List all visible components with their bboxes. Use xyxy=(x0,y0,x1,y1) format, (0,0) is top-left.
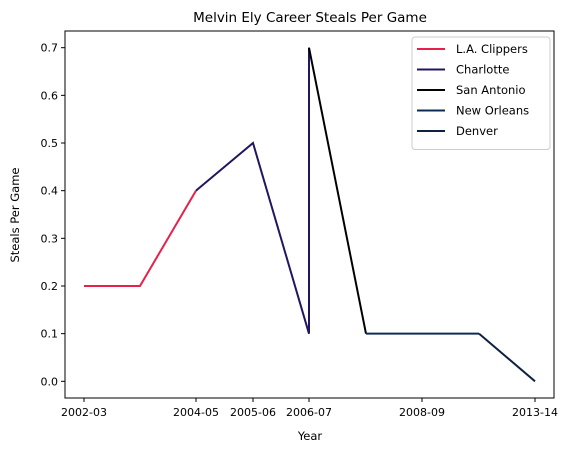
series-line-2 xyxy=(308,47,367,334)
legend-label: Denver xyxy=(456,124,498,138)
legend-label: Charlotte xyxy=(456,63,509,77)
y-tick-label: 0.0 xyxy=(41,375,59,388)
y-axis-title: Steals Per Game xyxy=(8,168,22,263)
legend-label: L.A. Clippers xyxy=(456,42,528,56)
x-tick-label: 2006-07 xyxy=(286,406,332,419)
plot-lines xyxy=(84,47,536,383)
legend-box xyxy=(411,36,551,150)
legend-label: New Orleans xyxy=(456,104,529,118)
series-line-1 xyxy=(195,47,310,334)
legend-label: San Antonio xyxy=(456,83,526,97)
x-axis: 2002-03 2004-05 2005-06 2006-07 2008-09 2013-… xyxy=(61,398,558,419)
x-tick-label: 2002-03 xyxy=(61,406,107,419)
y-tick-label: 0.7 xyxy=(41,42,59,55)
x-tick-label: 2013-14 xyxy=(512,406,558,419)
y-tick-label: 0.5 xyxy=(41,137,59,150)
y-tick-label: 0.3 xyxy=(41,232,59,245)
series-line-0 xyxy=(84,190,197,287)
chart-title: Melvin Ely Career Steals Per Game xyxy=(193,10,427,26)
x-tick-label: 2004-05 xyxy=(173,406,219,419)
series-line-4 xyxy=(478,332,536,383)
y-tick-label: 0.1 xyxy=(41,328,59,341)
y-tick-label: 0.6 xyxy=(41,89,59,102)
y-axis: 0.0 0.1 0.2 0.3 0.4 0.5 0.6 0.7 xyxy=(41,42,65,388)
x-tick-label: 2005-06 xyxy=(230,406,276,419)
legend: L.A. Clippers Charlotte San Antonio New Orl… xyxy=(411,36,551,150)
y-tick-label: 0.2 xyxy=(41,280,59,293)
y-tick-label: 0.4 xyxy=(41,185,59,198)
x-tick-label: 2008-09 xyxy=(399,406,445,419)
x-axis-title: Year xyxy=(297,429,323,443)
